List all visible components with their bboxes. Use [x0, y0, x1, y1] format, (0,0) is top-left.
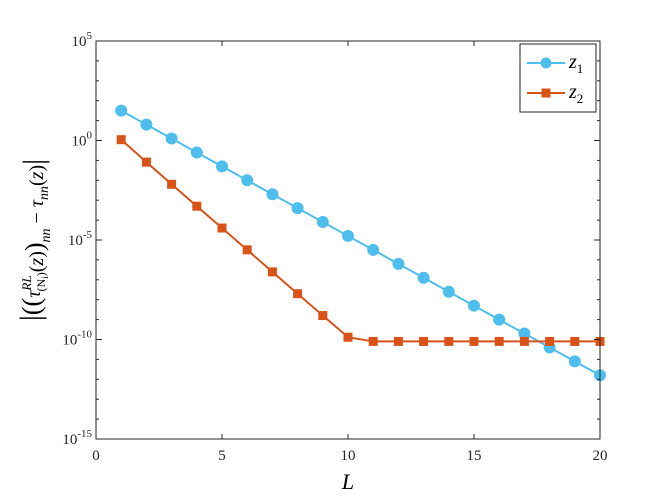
data-point-z2 — [494, 336, 504, 346]
svg-text:|((τRL(Ni)(z))nn − τnn(z)|: |((τRL(Ni)(z))nn − τnn(z)| — [14, 159, 54, 321]
legend-label-z1: z1 — [568, 51, 583, 76]
data-point-z1 — [342, 229, 354, 242]
data-point-z1 — [291, 202, 304, 215]
data-point-z2 — [444, 336, 454, 346]
data-point-z2 — [570, 336, 580, 346]
data-point-z1 — [493, 313, 506, 326]
x-tick-label: 10 — [341, 448, 356, 464]
legend-label-z2: z2 — [568, 81, 583, 106]
data-point-z2 — [242, 245, 252, 255]
y-tick-label: 100 — [72, 130, 93, 150]
data-point-z1 — [165, 132, 178, 145]
data-point-z2 — [141, 157, 151, 167]
data-point-z1 — [241, 174, 254, 187]
x-tick-label: 15 — [467, 448, 482, 464]
data-point-z2 — [469, 336, 479, 346]
data-point-z2 — [343, 332, 353, 342]
x-tick-label: 0 — [92, 448, 100, 464]
legend-marker-z2 — [541, 88, 551, 98]
data-point-z1 — [568, 355, 581, 368]
data-point-z2 — [192, 201, 202, 211]
data-point-z2 — [167, 179, 177, 189]
x-axis-label: L — [341, 469, 354, 494]
axis-ticks: 0 5 10 15 20 10-15 10-10 10-5 100 105 — [62, 30, 607, 464]
data-point-z2 — [393, 336, 403, 346]
data-point-z1 — [442, 285, 455, 298]
legend-marker-z1 — [540, 57, 552, 69]
y-tick-label: 10-15 — [62, 428, 92, 448]
data-point-z1 — [417, 271, 430, 284]
data-point-z1 — [115, 104, 128, 117]
data-point-z2 — [293, 289, 303, 299]
x-tick-label: 20 — [593, 448, 608, 464]
y-tick-label: 105 — [72, 30, 93, 50]
data-point-z1 — [216, 160, 228, 173]
plot-area — [115, 104, 606, 382]
data-point-z1 — [367, 243, 380, 256]
y-tick-label: 10-5 — [68, 229, 93, 249]
data-point-z1 — [190, 146, 203, 159]
data-point-z2 — [368, 336, 378, 346]
data-point-z2 — [116, 135, 126, 145]
data-point-z2 — [217, 223, 227, 233]
x-tick-label: 5 — [218, 448, 226, 464]
legend-box — [519, 43, 597, 113]
data-point-z2 — [318, 311, 328, 321]
data-point-z2 — [419, 336, 429, 346]
data-point-z1 — [468, 299, 480, 312]
data-point-z2 — [519, 336, 529, 346]
data-point-z2 — [267, 267, 277, 277]
data-point-z1 — [140, 118, 153, 131]
data-point-z2 — [545, 336, 555, 346]
data-point-z1 — [316, 216, 329, 229]
data-point-z1 — [266, 188, 279, 201]
y-axis-label: |((τRL(Ni)(z))nn − τnn(z)| — [14, 159, 54, 321]
data-point-z1 — [392, 257, 405, 270]
y-tick-label: 10-10 — [62, 329, 92, 349]
